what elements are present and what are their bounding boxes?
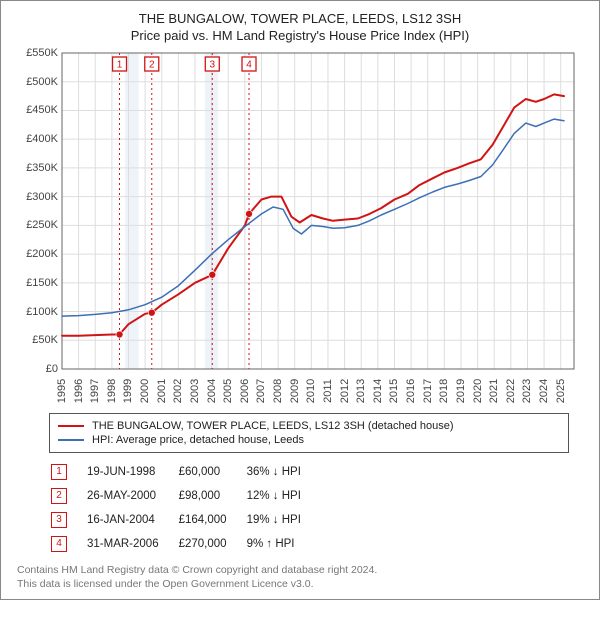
chart-area: 1 2 3 4 £0 £50K £100K £150K £200K £250K £300K £350… (20, 47, 580, 407)
event-delta: 36% ↓ HPI (247, 461, 319, 483)
x-tick-label: 2004 (206, 379, 218, 403)
event-row: 3 16-JAN-2004£164,00019% ↓ HPI (51, 509, 319, 531)
y-tick-label: £500K (26, 76, 58, 88)
legend-row: THE BUNGALOW, TOWER PLACE, LEEDS, LS12 3… (58, 420, 560, 432)
x-tick-label: 2009 (289, 379, 301, 403)
y-tick-label: £150K (26, 277, 58, 289)
legend-label: THE BUNGALOW, TOWER PLACE, LEEDS, LS12 3… (92, 420, 454, 432)
x-tick-label: 2017 (422, 379, 434, 403)
svg-text:2: 2 (149, 60, 155, 71)
x-tick-label: 2016 (405, 379, 417, 403)
chart-card: THE BUNGALOW, TOWER PLACE, LEEDS, LS12 3… (0, 0, 600, 600)
event-marker: 3 (51, 512, 67, 528)
x-tick-label: 2007 (255, 379, 267, 403)
event-delta: 12% ↓ HPI (247, 485, 319, 507)
event-price: £60,000 (179, 461, 245, 483)
svg-text:4: 4 (246, 60, 252, 71)
x-tick-label: 1997 (89, 379, 101, 403)
x-tick-label: 2011 (322, 379, 334, 403)
x-tick-label: 2022 (505, 379, 517, 403)
event-date: 26-MAY-2000 (87, 485, 177, 507)
event-row: 1 19-JUN-1998£60,00036% ↓ HPI (51, 461, 319, 483)
event-delta: 19% ↓ HPI (247, 509, 319, 531)
x-tick-label: 1996 (73, 379, 85, 403)
chart-title-line1: THE BUNGALOW, TOWER PLACE, LEEDS, LS12 3… (11, 11, 589, 26)
events-table: 1 19-JUN-1998£60,00036% ↓ HPI 2 26-MAY-2000… (49, 459, 321, 557)
x-tick-label: 1998 (106, 379, 118, 403)
x-tick-label: 2023 (521, 379, 533, 403)
legend-swatch (58, 425, 84, 427)
legend: THE BUNGALOW, TOWER PLACE, LEEDS, LS12 3… (49, 413, 569, 453)
x-tick-label: 2005 (222, 379, 234, 403)
y-tick-label: £100K (26, 306, 58, 318)
y-tick-label: £50K (32, 334, 58, 346)
y-tick-label: £350K (26, 162, 58, 174)
svg-text:1: 1 (117, 60, 123, 71)
y-tick-label: £0 (46, 363, 58, 375)
x-tick-label: 2018 (438, 379, 450, 403)
legend-swatch (58, 439, 84, 441)
event-date: 19-JUN-1998 (87, 461, 177, 483)
event-price: £98,000 (179, 485, 245, 507)
x-tick-label: 2024 (538, 379, 550, 403)
event-date: 31-MAR-2006 (87, 533, 177, 555)
y-tick-label: £550K (26, 47, 58, 59)
x-tick-label: 2013 (355, 379, 367, 403)
x-tick-label: 2002 (172, 379, 184, 403)
x-tick-label: 2010 (305, 379, 317, 403)
event-marker: 1 (51, 464, 67, 480)
footer-attribution: Contains HM Land Registry data © Crown c… (17, 563, 583, 591)
chart-title-line2: Price paid vs. HM Land Registry's House … (11, 28, 589, 43)
event-marker: 2 (51, 488, 67, 504)
event-marker: 4 (51, 536, 67, 552)
svg-text:3: 3 (209, 60, 215, 71)
x-tick-label: 1995 (56, 379, 68, 403)
event-row: 2 26-MAY-2000£98,00012% ↓ HPI (51, 485, 319, 507)
x-tick-label: 2020 (472, 379, 484, 403)
legend-label: HPI: Average price, detached house, Leed… (92, 434, 304, 446)
x-tick-label: 2025 (555, 379, 567, 403)
x-tick-label: 2014 (372, 379, 384, 403)
x-tick-label: 2021 (488, 379, 500, 403)
y-tick-label: £400K (26, 133, 58, 145)
y-tick-label: £250K (26, 219, 58, 231)
event-price: £164,000 (179, 509, 245, 531)
footer-line2: This data is licensed under the Open Gov… (17, 577, 583, 591)
legend-row: HPI: Average price, detached house, Leed… (58, 434, 560, 446)
x-tick-label: 2012 (339, 379, 351, 403)
y-tick-label: £450K (26, 104, 58, 116)
x-tick-label: 2015 (388, 379, 400, 403)
x-tick-label: 2003 (189, 379, 201, 403)
y-tick-label: £200K (26, 248, 58, 260)
y-tick-label: £300K (26, 191, 58, 203)
event-delta: 9% ↑ HPI (247, 533, 319, 555)
x-tick-label: 2008 (272, 379, 284, 403)
event-price: £270,000 (179, 533, 245, 555)
x-tick-label: 2000 (139, 379, 151, 403)
x-tick-label: 1999 (122, 379, 134, 403)
event-row: 4 31-MAR-2006£270,0009% ↑ HPI (51, 533, 319, 555)
chart-svg: 1 2 3 4 (20, 47, 580, 407)
footer-line1: Contains HM Land Registry data © Crown c… (17, 563, 583, 577)
x-tick-label: 2001 (156, 379, 168, 403)
event-date: 16-JAN-2004 (87, 509, 177, 531)
x-tick-label: 2019 (455, 379, 467, 403)
x-tick-label: 2006 (239, 379, 251, 403)
